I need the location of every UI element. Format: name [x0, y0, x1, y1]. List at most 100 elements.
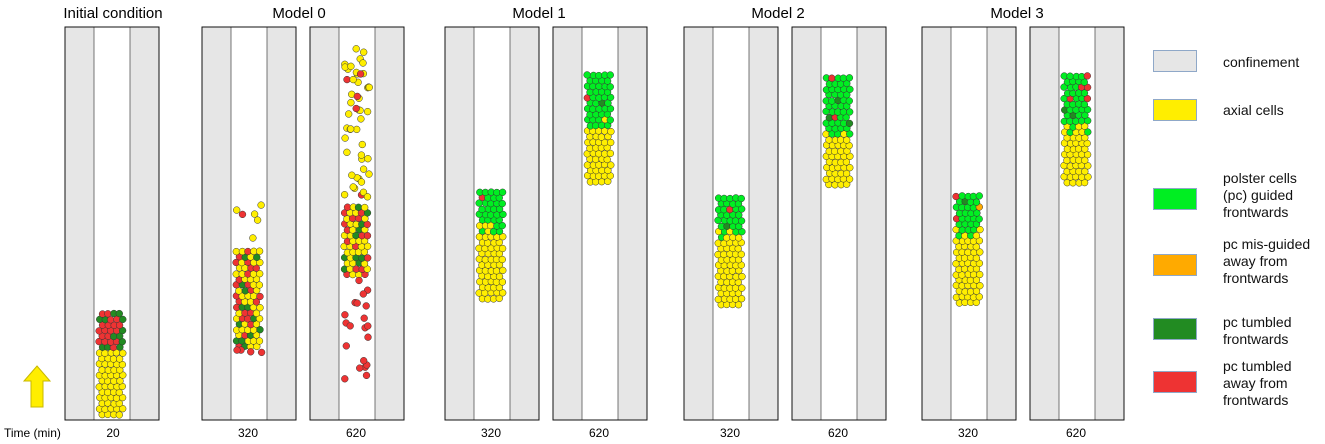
cell [253, 216, 262, 224]
cell [256, 270, 264, 278]
cell [976, 225, 984, 234]
confinement-wall-right [618, 27, 647, 420]
legend-label: pc tumbled frontwards [1223, 314, 1292, 347]
confinement-wall-left [1030, 27, 1059, 420]
cell [846, 85, 854, 93]
cell-cluster [340, 45, 373, 383]
title-model-1: Model 1 [512, 5, 565, 22]
cell [253, 253, 261, 261]
cell [735, 234, 743, 242]
cell [499, 233, 507, 241]
cell [586, 88, 594, 96]
cell [340, 191, 349, 199]
panel-frame [64, 26, 160, 421]
confinement-wall-right [510, 27, 539, 420]
cell [603, 77, 612, 85]
cell [357, 178, 366, 186]
title-model-3: Model 3 [990, 5, 1043, 22]
channel-panel [1029, 26, 1125, 421]
cell [257, 201, 265, 209]
cell [738, 284, 746, 292]
title-model-0: Model 0 [272, 5, 325, 22]
cell [252, 309, 261, 317]
channel-panel [64, 26, 160, 421]
cell [345, 110, 353, 118]
panel-frame [444, 26, 540, 421]
cell [341, 375, 349, 383]
cell [343, 75, 351, 84]
cell-cluster [475, 188, 507, 303]
panel-frame [791, 26, 887, 421]
cell [1083, 72, 1091, 80]
cell [1083, 83, 1092, 92]
up-arrow-icon [22, 365, 52, 408]
cell [232, 247, 240, 256]
cell [975, 192, 983, 200]
cell [250, 210, 259, 218]
time-label: 320 [481, 426, 501, 440]
cell-cluster [95, 309, 127, 419]
cell [342, 342, 350, 350]
cell [498, 244, 507, 253]
cell [845, 175, 854, 183]
cell [714, 295, 722, 304]
cell [1084, 162, 1092, 170]
confinement-wall-right [987, 27, 1016, 420]
cell [356, 364, 364, 372]
cell [606, 116, 614, 124]
cell [1084, 173, 1092, 181]
channel-panel [444, 26, 540, 421]
cell [364, 322, 372, 330]
cell [341, 134, 349, 142]
cell [583, 71, 591, 79]
cell [343, 148, 351, 156]
confinement-wall-left [553, 27, 582, 420]
cell [115, 411, 123, 419]
cell [360, 48, 368, 56]
cell [233, 346, 241, 354]
cell [360, 314, 368, 322]
time-label: 320 [720, 426, 740, 440]
cell [495, 272, 504, 281]
legend-label: pc tumbled away from frontwards [1223, 358, 1292, 408]
cell [235, 287, 243, 295]
cell [845, 119, 854, 128]
cell [607, 161, 615, 169]
time-label: 320 [958, 426, 978, 440]
cell [363, 107, 372, 116]
time-label: 620 [828, 426, 848, 440]
cell [976, 270, 984, 279]
cell [1084, 128, 1092, 136]
cell [828, 97, 836, 105]
cell [364, 155, 372, 163]
cell [499, 210, 507, 219]
cell [737, 250, 745, 258]
time-label: 620 [1066, 426, 1086, 440]
cell [358, 140, 366, 149]
panel-frame [309, 26, 405, 421]
channel-panel [791, 26, 887, 421]
channel-panel [921, 26, 1017, 421]
confinement-wall-left [202, 27, 231, 420]
confinement-wall-right [1095, 27, 1124, 420]
cell [498, 188, 507, 196]
cell [359, 165, 368, 173]
cell [348, 171, 356, 179]
time-label: 320 [238, 426, 258, 440]
legend-label: axial cells [1223, 102, 1284, 118]
cell [972, 198, 981, 206]
cell [115, 355, 124, 363]
cell [255, 337, 264, 345]
panel-frame [201, 26, 297, 421]
cell [255, 315, 264, 323]
cell [362, 302, 370, 310]
cell [353, 299, 361, 307]
cell [1066, 72, 1074, 80]
cell [737, 295, 746, 303]
time-axis-label: Time (min) [4, 426, 61, 440]
confinement-wall-left [922, 27, 951, 420]
confinement-wall-right [749, 27, 778, 420]
cell [478, 205, 486, 214]
cell [364, 254, 372, 262]
panel-frame [552, 26, 648, 421]
